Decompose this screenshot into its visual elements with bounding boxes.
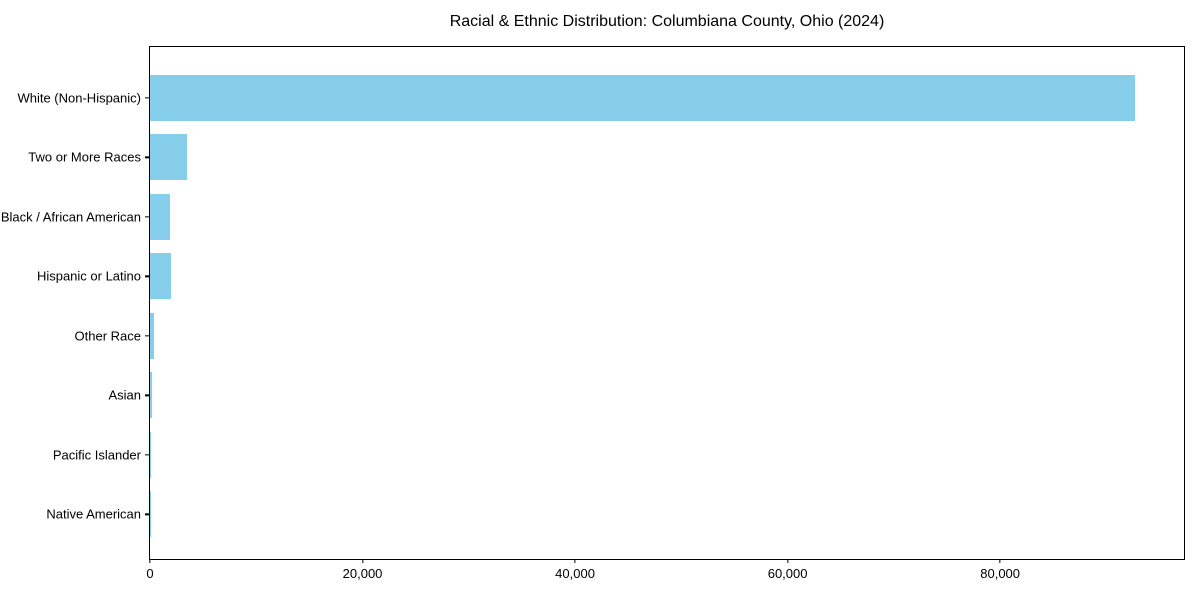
y-tick — [145, 275, 149, 277]
y-tick — [145, 156, 149, 158]
bar-row: Hispanic or Latino — [37, 247, 1184, 307]
y-tick — [145, 454, 149, 456]
y-axis-label: Two or More Races — [28, 149, 141, 165]
y-tick — [145, 216, 149, 218]
bars-container: White (Non-Hispanic) Two or More Races Bla… — [1, 47, 1184, 559]
x-tick — [574, 559, 576, 563]
bar-row: Black / African American — [1, 187, 1184, 247]
bar — [150, 134, 187, 181]
y-axis-label: Black / African American — [0, 209, 141, 225]
x-tick-label: 0 — [146, 566, 154, 581]
chart-title: Racial & Ethnic Distribution: Columbiana… — [449, 13, 885, 30]
bar — [150, 253, 171, 300]
x-tick-label: 60,000 — [767, 566, 808, 581]
x-tick — [786, 559, 789, 563]
bar — [150, 193, 171, 240]
bar-row: Asian — [108, 366, 1184, 426]
y-axis-label: Hispanic or Latino — [36, 268, 141, 284]
y-axis-label: Pacific Islander — [52, 447, 141, 463]
y-tick — [145, 394, 149, 396]
y-axis-label: Other Race — [74, 328, 141, 344]
y-axis-label: Asian — [108, 387, 141, 403]
x-tick — [999, 559, 1001, 563]
y-tick — [145, 97, 149, 99]
bar — [150, 312, 155, 359]
bar-row: Native American — [46, 485, 1184, 545]
bar — [150, 372, 153, 419]
y-tick — [145, 335, 149, 337]
bar — [150, 74, 1136, 121]
bar-row: Two or More Races — [28, 128, 1184, 188]
plot-area: White (Non-Hispanic) Two or More Races Bla… — [1, 46, 1185, 581]
y-axis-label: Native American — [46, 506, 141, 522]
x-tick — [149, 559, 151, 563]
bar-row: Other Race — [75, 306, 1184, 366]
y-tick — [145, 513, 149, 515]
bar-row: Pacific Islander — [53, 425, 1184, 485]
x-tick-label: 20,000 — [342, 566, 383, 581]
x-tick-label: 80,000 — [980, 566, 1021, 581]
x-axis: 0 20,000 40,000 60,000 80,000 — [146, 559, 1184, 599]
x-tick-label: 40,000 — [555, 566, 595, 581]
bar-row: White (Non-Hispanic) — [17, 68, 1184, 128]
y-axis-label: White (Non-Hispanic) — [17, 90, 141, 106]
x-tick — [361, 559, 364, 563]
